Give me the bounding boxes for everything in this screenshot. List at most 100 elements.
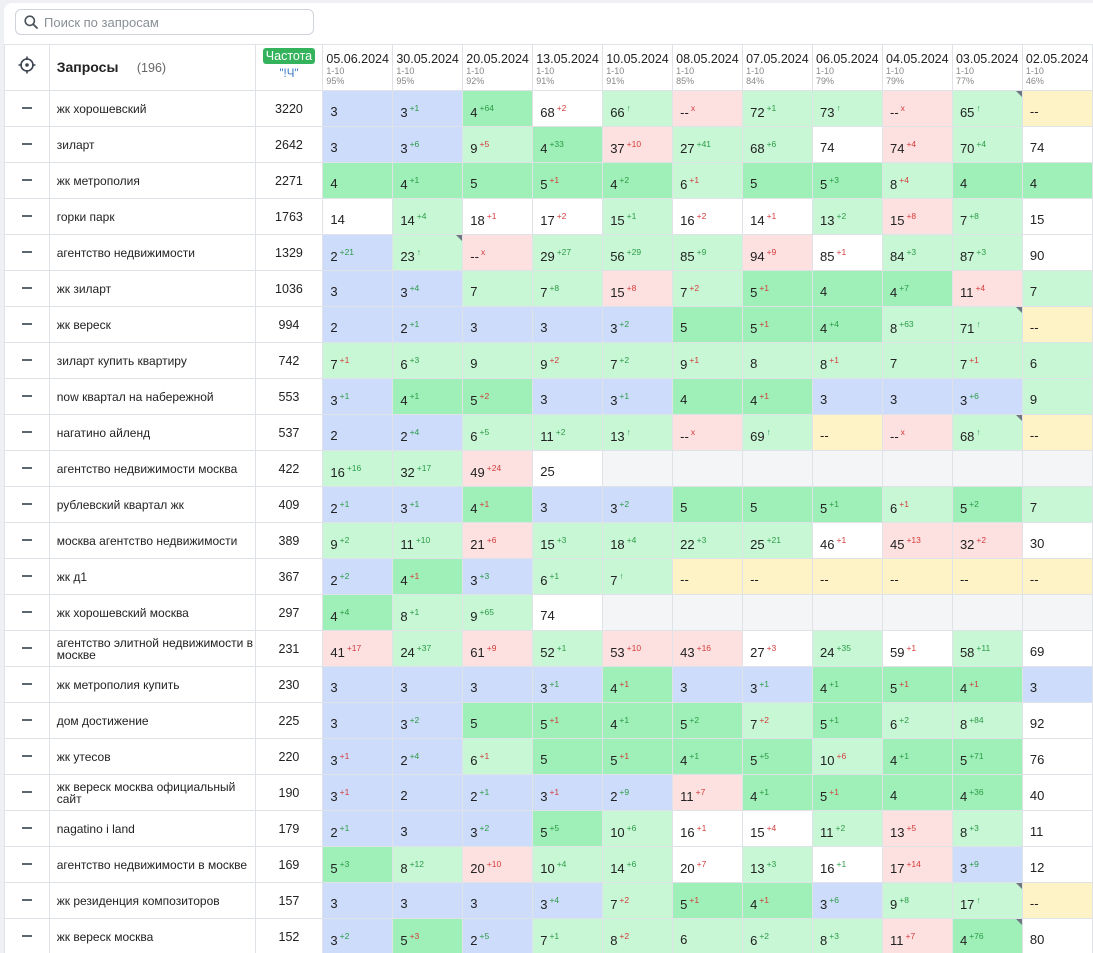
position-cell[interactable]: -- [1021,414,1093,451]
position-cell[interactable]: 3 +2 [462,810,534,847]
minus-icon[interactable] [21,791,32,794]
position-cell[interactable]: 4 [322,162,394,199]
position-cell[interactable]: 6 [672,918,744,953]
position-cell[interactable]: -- x [882,414,953,451]
position-cell[interactable]: 2 [322,414,394,451]
position-cell[interactable]: 6 +2 [882,702,953,739]
position-cell[interactable]: 15 +4 [742,810,814,847]
position-cell[interactable]: 3 [392,882,464,919]
position-cell[interactable]: 2 +5 [462,918,534,953]
position-cell[interactable]: 32 +2 [951,522,1023,559]
row-toggle[interactable] [4,306,50,343]
position-cell[interactable]: 3 +1 [322,378,394,415]
row-toggle[interactable] [4,774,50,811]
position-cell[interactable]: 9 [1021,378,1093,415]
position-cell[interactable]: 4 +1 [672,738,744,775]
note-corner-icon[interactable] [1015,883,1022,889]
position-cell[interactable]: 4 +1 [392,162,464,199]
position-cell[interactable]: 87 +3 [951,234,1023,271]
query-cell[interactable]: жк д1 [48,558,256,595]
position-cell[interactable]: 24 +37 [392,630,464,667]
position-cell[interactable]: 7 [1021,486,1093,523]
position-cell[interactable]: 16 +1 [672,810,744,847]
minus-icon[interactable] [21,107,32,110]
position-cell[interactable]: 5 [742,486,814,523]
search-input[interactable] [44,12,304,32]
row-toggle[interactable] [4,414,50,451]
position-cell[interactable] [602,450,674,487]
position-cell[interactable]: 14 [322,198,394,235]
position-cell[interactable]: 4 +1 [392,378,464,415]
query-cell[interactable]: рублевский квартал жк [48,486,256,523]
position-cell[interactable]: 4 [1021,162,1093,199]
minus-icon[interactable] [21,755,32,758]
position-cell[interactable]: 90 [1021,234,1093,271]
position-cell[interactable]: 16 +1 [812,846,883,883]
position-cell[interactable]: 3 [462,882,534,919]
position-cell[interactable]: 27 +3 [742,630,814,667]
header-queries[interactable]: Запросы (196) [48,44,256,91]
position-cell[interactable]: 3 [882,378,953,415]
position-cell[interactable]: 85 +9 [672,234,744,271]
position-cell[interactable]: -- [812,558,883,595]
position-cell[interactable]: 9 +8 [882,882,953,919]
position-cell[interactable]: 13 +3 [742,846,814,883]
query-cell[interactable]: агентство недвижимости в москве [48,846,256,883]
position-cell[interactable]: 3 +2 [602,306,674,343]
position-cell[interactable]: 4 +1 [602,702,674,739]
note-corner-icon[interactable] [456,235,463,241]
position-cell[interactable]: 5 +3 [392,918,464,953]
row-toggle[interactable] [4,270,50,307]
position-cell[interactable]: 5 +5 [532,810,604,847]
row-toggle[interactable] [4,846,50,883]
position-cell[interactable] [951,594,1023,631]
position-cell[interactable]: 68 +6 [742,126,814,163]
position-cell[interactable]: 5 [672,486,744,523]
position-cell[interactable] [602,594,674,631]
position-cell[interactable]: 58 +11 [951,630,1023,667]
row-toggle[interactable] [4,90,50,127]
query-cell[interactable]: жк вереск москва официальный сайт [48,774,256,811]
position-cell[interactable]: 11 +2 [812,810,883,847]
position-cell[interactable]: 3 [532,378,604,415]
position-cell[interactable]: 4 +1 [742,774,814,811]
position-cell[interactable]: 20 +7 [672,846,744,883]
position-cell[interactable]: 5 +1 [532,162,604,199]
minus-icon[interactable] [21,179,32,182]
row-toggle[interactable] [4,666,50,703]
position-cell[interactable]: 11 +7 [672,774,744,811]
position-cell[interactable]: 22 +3 [672,522,744,559]
position-cell[interactable]: 2 +9 [602,774,674,811]
position-cell[interactable]: 2 +4 [392,738,464,775]
position-cell[interactable]: 8 +3 [812,918,883,953]
minus-icon[interactable] [21,827,32,830]
position-cell[interactable]: 85 +1 [812,234,883,271]
position-cell[interactable]: 11 +7 [882,918,953,953]
header-date-2[interactable]: 20.05.2024 1-10 92% [462,44,534,91]
row-toggle[interactable] [4,486,50,523]
header-date-9[interactable]: 03.05.2024 1-10 77% [951,44,1023,91]
minus-icon[interactable] [21,575,32,578]
position-cell[interactable]: 56 +29 [602,234,674,271]
position-cell[interactable]: 7 +2 [602,342,674,379]
position-cell[interactable]: 3 [462,306,534,343]
position-cell[interactable]: 5 +1 [532,702,604,739]
position-cell[interactable]: 25 [532,450,604,487]
position-cell[interactable]: 3 +1 [392,90,464,127]
note-corner-icon[interactable] [1015,91,1022,97]
position-cell[interactable]: 8 +3 [951,810,1023,847]
position-cell[interactable]: 3 [322,702,394,739]
position-cell[interactable]: 25 +21 [742,522,814,559]
minus-icon[interactable] [21,143,32,146]
position-cell[interactable]: 68 +2 [532,90,604,127]
position-cell[interactable]: 5 [462,162,534,199]
position-cell[interactable]: 5 +1 [812,486,883,523]
position-cell[interactable]: 5 +3 [322,846,394,883]
position-cell[interactable]: 11 +4 [951,270,1023,307]
header-date-8[interactable]: 04.05.2024 1-10 79% [882,44,953,91]
position-cell[interactable]: 37 +10 [602,126,674,163]
position-cell[interactable]: 8 +1 [392,594,464,631]
position-cell[interactable]: 15 [1021,198,1093,235]
position-cell[interactable]: 40 [1021,774,1093,811]
header-date-6[interactable]: 07.05.2024 1-10 84% [742,44,814,91]
